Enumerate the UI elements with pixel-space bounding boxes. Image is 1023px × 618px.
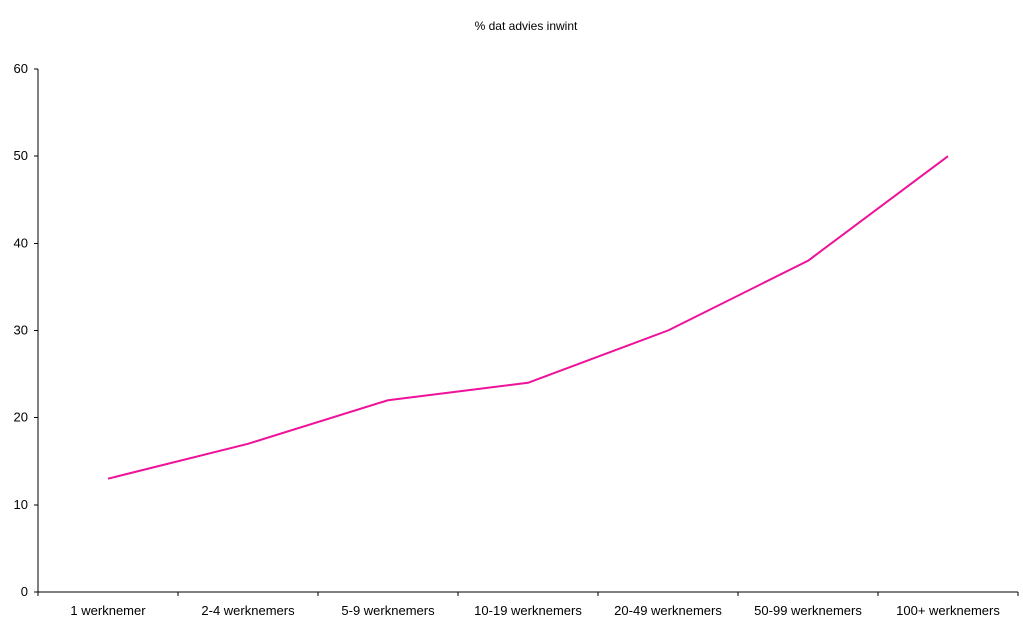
x-tick-label: 50-99 werknemers (754, 603, 862, 618)
series-line (107, 155, 949, 480)
y-tick-label: 10 (14, 497, 28, 512)
y-tick-label: 40 (14, 235, 28, 250)
x-tick-label: 2-4 werknemers (201, 603, 295, 618)
x-tick-label: 5-9 werknemers (341, 603, 435, 618)
x-tick-label: 1 werknemer (70, 603, 146, 618)
chart-title: % dat advies inwint (475, 19, 578, 33)
y-tick-label: 20 (14, 410, 28, 425)
y-tick-label: 60 (14, 61, 28, 76)
x-tick-label: 20-49 werknemers (614, 603, 722, 618)
x-tick-label: 10-19 werknemers (474, 603, 582, 618)
y-ticks: 0 10 20 30 40 50 60 (14, 61, 38, 599)
y-tick-label: 30 (14, 323, 28, 338)
y-tick-label: 50 (14, 148, 28, 163)
series-layer (107, 155, 949, 480)
x-tick-label: 100+ werknemers (896, 603, 1000, 618)
y-tick-label: 0 (21, 584, 28, 599)
x-ticks: 1 werknemer 2-4 werknemers 5-9 werknemers 1… (37, 592, 1019, 618)
